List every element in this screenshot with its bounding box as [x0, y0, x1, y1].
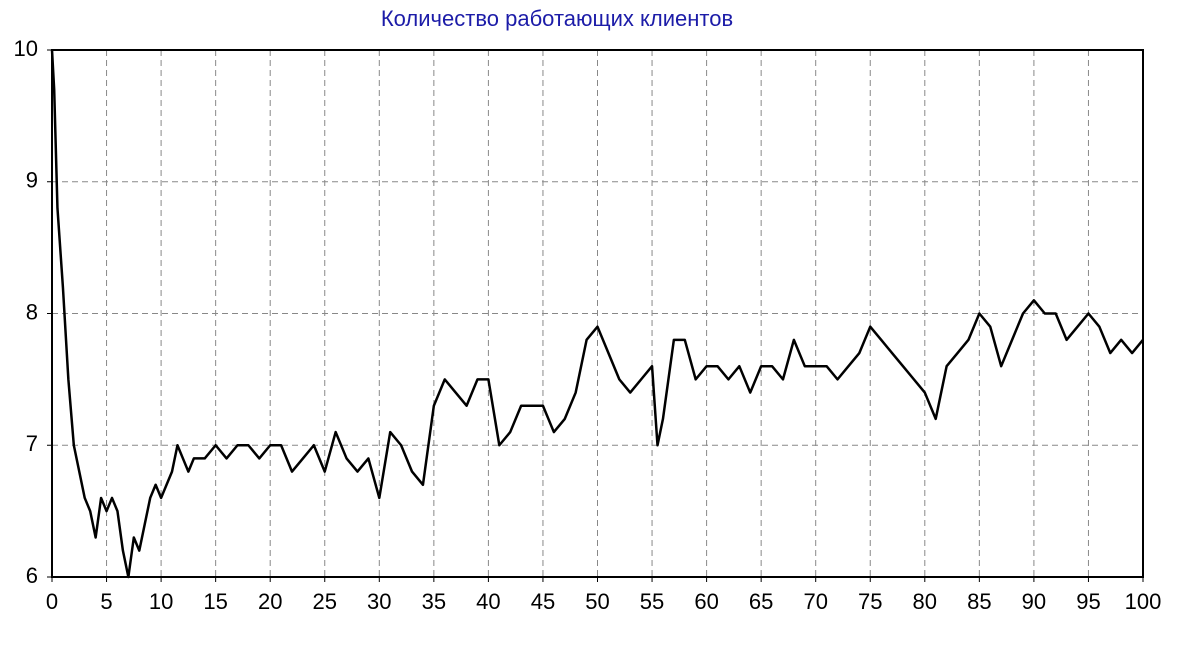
x-tick-label: 35	[422, 589, 446, 614]
x-tick-label: 5	[100, 589, 112, 614]
y-tick-label: 10	[14, 36, 38, 61]
x-tick-label: 90	[1022, 589, 1046, 614]
x-tick-label: 60	[694, 589, 718, 614]
x-tick-label: 25	[313, 589, 337, 614]
x-tick-label: 40	[476, 589, 500, 614]
chart-title: Количество работающих клиентов	[381, 6, 733, 31]
y-tick-label: 6	[26, 563, 38, 588]
x-tick-label: 0	[46, 589, 58, 614]
x-tick-label: 100	[1125, 589, 1162, 614]
x-tick-label: 95	[1076, 589, 1100, 614]
x-tick-label: 30	[367, 589, 391, 614]
y-tick-label: 9	[26, 168, 38, 193]
plot-border	[51, 49, 1144, 578]
x-tick-label: 45	[531, 589, 555, 614]
x-tick-label: 50	[585, 589, 609, 614]
y-tick-label: 7	[26, 431, 38, 456]
x-tick-label: 65	[749, 589, 773, 614]
x-tick-label: 75	[858, 589, 882, 614]
x-tick-label: 15	[203, 589, 227, 614]
x-tick-label: 10	[149, 589, 173, 614]
x-tick-label: 55	[640, 589, 664, 614]
data-line	[50, 49, 1144, 579]
x-tick-label: 20	[258, 589, 282, 614]
y-tick-label: 8	[26, 299, 38, 324]
x-tick-label: 85	[967, 589, 991, 614]
x-tick-label: 80	[913, 589, 937, 614]
x-tick-label: 70	[803, 589, 827, 614]
